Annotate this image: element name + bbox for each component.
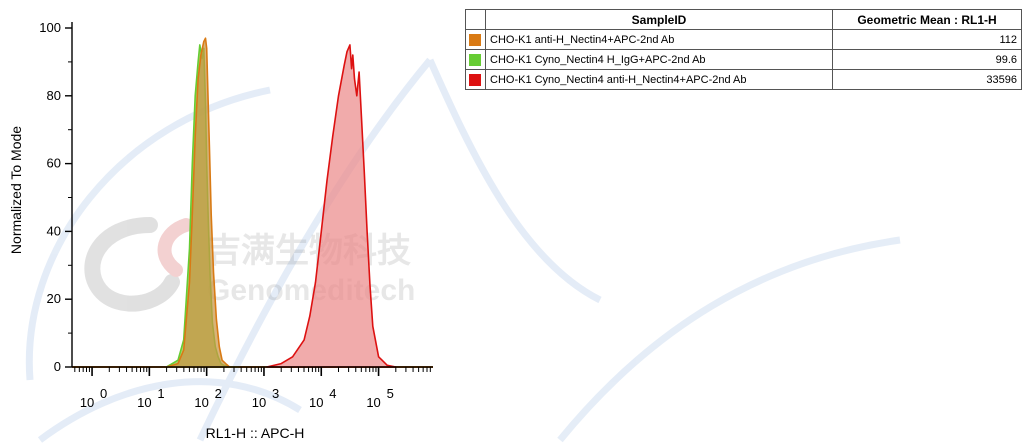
x-tick-exponent: 0 — [100, 386, 107, 401]
y-axis-title: Normalized To Mode — [8, 126, 24, 254]
stats-header-row: SampleID Geometric Mean : RL1-H — [465, 9, 1022, 30]
header-sample-id: SampleID — [485, 9, 833, 30]
header-swatch-cell — [465, 9, 486, 30]
x-tick-label: 10 — [366, 395, 380, 410]
table-row: CHO-K1 Cyno_Nectin4 anti-H_Nectin4+APC-2… — [465, 69, 1022, 90]
x-tick-exponent: 4 — [329, 386, 336, 401]
histogram-series-1 — [165, 37, 239, 368]
y-tick-label: 40 — [47, 223, 61, 238]
x-tick-exponent: 3 — [272, 386, 279, 401]
y-tick-label: 20 — [47, 291, 61, 306]
geometric-mean-cell: 99.6 — [832, 49, 1022, 70]
stats-table: SampleID Geometric Mean : RL1-H CHO-K1 a… — [465, 9, 1022, 90]
x-tick-label: 10 — [252, 395, 266, 410]
y-tick-label: 0 — [54, 359, 61, 374]
y-tick-label: 80 — [47, 88, 61, 103]
x-tick-label: 10 — [309, 395, 323, 410]
sample-id-cell: CHO-K1 Cyno_Nectin4 H_IgG+APC-2nd Ab — [485, 49, 833, 70]
geometric-mean-cell: 112 — [832, 29, 1022, 50]
x-tick-exponent: 5 — [387, 386, 394, 401]
color-swatch — [469, 73, 481, 86]
table-row: CHO-K1 Cyno_Nectin4 H_IgG+APC-2nd Ab 99.… — [465, 49, 1022, 70]
x-tick-label: 10 — [194, 395, 208, 410]
y-tick-label: 100 — [39, 20, 61, 35]
swatch-cell — [465, 69, 486, 90]
color-swatch — [469, 53, 481, 66]
sample-id-cell: CHO-K1 anti-H_Nectin4+APC-2nd Ab — [485, 29, 833, 50]
x-axis-title: RL1-H :: APC-H — [206, 425, 305, 441]
x-tick-exponent: 1 — [157, 386, 164, 401]
x-tick-label: 10 — [137, 395, 151, 410]
y-tick-label: 60 — [47, 156, 61, 171]
swatch-cell — [465, 49, 486, 70]
sample-id-cell: CHO-K1 Cyno_Nectin4 anti-H_Nectin4+APC-2… — [485, 69, 833, 90]
series-layer — [72, 37, 433, 368]
x-tick-exponent: 2 — [215, 386, 222, 401]
color-swatch — [469, 33, 481, 46]
geometric-mean-cell: 33596 — [832, 69, 1022, 90]
histogram-series-2 — [266, 44, 397, 368]
swatch-cell — [465, 29, 486, 50]
x-tick-label: 10 — [80, 395, 94, 410]
table-row: CHO-K1 anti-H_Nectin4+APC-2nd Ab 112 — [465, 29, 1022, 50]
header-geometric-mean: Geometric Mean : RL1-H — [832, 9, 1022, 30]
